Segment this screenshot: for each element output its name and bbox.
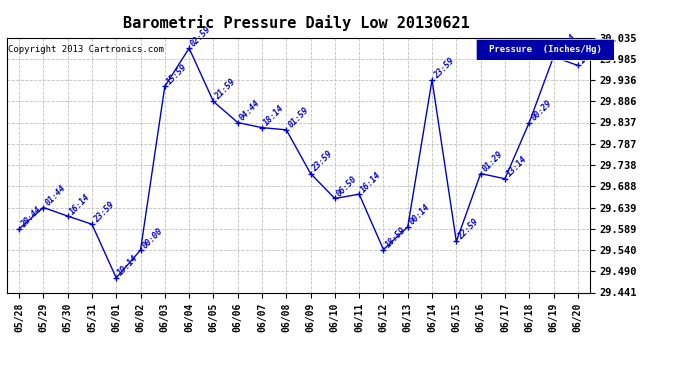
Text: 02:59: 02:59 — [189, 24, 213, 48]
Text: 21:59: 21:59 — [213, 77, 237, 102]
Text: 16:14: 16:14 — [359, 170, 383, 194]
Text: 15:59: 15:59 — [165, 62, 189, 87]
Text: 18:14: 18:14 — [262, 104, 286, 128]
Text: 23:59: 23:59 — [92, 200, 116, 224]
Text: 00:29: 00:29 — [529, 99, 553, 123]
Text: 00:14: 00:14 — [408, 203, 432, 227]
Text: 22:59: 22:59 — [456, 217, 480, 242]
Text: Barometric Pressure Daily Low 20130621: Barometric Pressure Daily Low 20130621 — [124, 15, 470, 31]
Text: 01:44: 01:44 — [43, 183, 68, 207]
Text: 04:44: 04:44 — [237, 99, 262, 123]
Text: 18:14: 18:14 — [578, 41, 602, 65]
Text: Copyright 2013 Cartronics.com: Copyright 2013 Cartronics.com — [8, 45, 164, 54]
Text: 00:00: 00:00 — [141, 226, 164, 250]
Text: 16:14: 16:14 — [68, 192, 92, 216]
Text: 20:44: 20:44 — [19, 205, 43, 229]
Text: 23:59: 23:59 — [310, 150, 335, 174]
Text: 01:29: 01:29 — [481, 150, 504, 174]
Text: 00:14: 00:14 — [553, 33, 578, 57]
Text: 13:14: 13:14 — [505, 155, 529, 179]
Text: 01:59: 01:59 — [286, 106, 310, 130]
Text: 06:50: 06:50 — [335, 174, 359, 198]
Text: 19:14: 19:14 — [116, 254, 140, 278]
Text: 23:59: 23:59 — [432, 56, 456, 80]
Text: 18:59: 18:59 — [384, 225, 408, 250]
Text: Pressure  (Inches/Hg): Pressure (Inches/Hg) — [489, 45, 602, 54]
